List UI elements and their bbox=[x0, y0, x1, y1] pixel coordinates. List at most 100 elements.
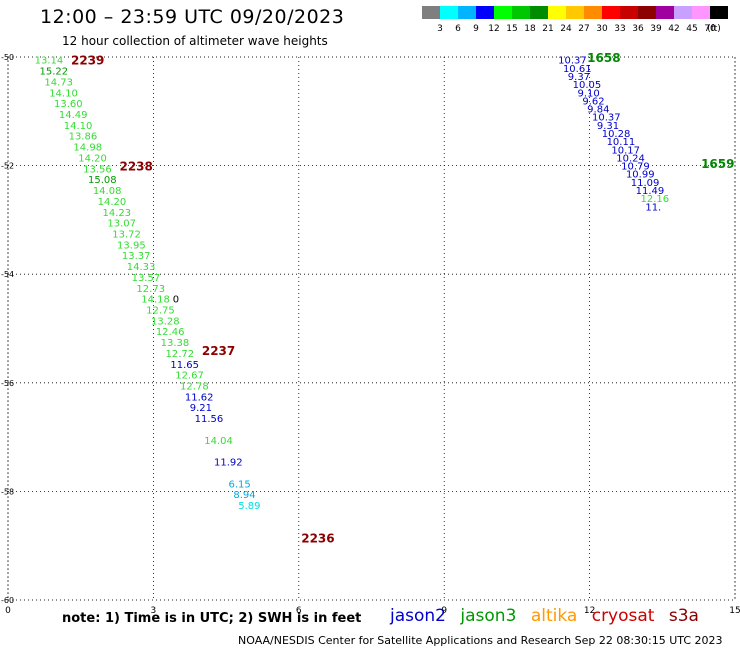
wave-height-value: 13.38 bbox=[161, 338, 190, 349]
wave-height-value: 11.62 bbox=[185, 392, 214, 403]
x-tick-label: 15 bbox=[729, 606, 740, 616]
wave-height-value: 10.79 bbox=[621, 162, 650, 173]
pass-time-label: 2239 bbox=[71, 54, 104, 68]
wave-height-value: 13.60 bbox=[54, 99, 83, 110]
wave-height-value: 11.09 bbox=[631, 178, 660, 189]
colorbar-swatch bbox=[512, 6, 530, 19]
legend-altika: altika bbox=[530, 606, 578, 626]
wave-height-value: 13.14 bbox=[35, 56, 64, 67]
y-tick-label: -56 bbox=[1, 379, 14, 388]
colorbar-swatch bbox=[440, 6, 458, 19]
x-tick-label: 9 bbox=[441, 606, 447, 616]
wave-height-value: 14.49 bbox=[59, 110, 88, 121]
wave-height-value: 15.08 bbox=[88, 175, 117, 186]
satellite-legend: jason2 jason3 altika cryosat s3a bbox=[390, 606, 708, 626]
wave-height-value: 14.18 bbox=[141, 295, 170, 306]
colorbar-swatch bbox=[602, 6, 620, 19]
wave-height-value: 10.05 bbox=[573, 80, 602, 91]
colorbar-unit: (ft) bbox=[707, 24, 721, 34]
wave-height-value: 14.10 bbox=[64, 121, 93, 132]
y-tick-label: -52 bbox=[1, 162, 14, 171]
wave-height-value: 14.33 bbox=[127, 262, 156, 273]
colorbar-swatch bbox=[620, 6, 638, 19]
wave-height-value: 13.37 bbox=[122, 251, 151, 262]
wave-height-value: 12.73 bbox=[136, 284, 165, 295]
colorbar-swatch bbox=[530, 6, 548, 19]
wave-height-value: 15.22 bbox=[40, 67, 69, 78]
wave-height-value: 13.86 bbox=[69, 132, 98, 143]
y-tick-label: -58 bbox=[1, 487, 14, 496]
colorbar-label: 70 bbox=[704, 24, 716, 34]
wave-height-value: 14.23 bbox=[103, 208, 132, 219]
wave-height-value: 13.95 bbox=[117, 240, 146, 251]
pass-time-label: 1658 bbox=[587, 51, 620, 65]
wave-height-value: 14.08 bbox=[93, 186, 122, 197]
colorbar-swatch bbox=[458, 6, 476, 19]
wave-height-value: 13.56 bbox=[83, 164, 112, 175]
colorbar-label: 9 bbox=[473, 24, 479, 34]
wave-height-value: 14.98 bbox=[73, 143, 102, 154]
wave-height-value: 11.65 bbox=[170, 360, 199, 371]
colorbar-label: 18 bbox=[524, 24, 536, 34]
colorbar-swatch bbox=[674, 6, 692, 19]
wave-height-value: 12.75 bbox=[146, 305, 175, 316]
pass-time-label: 1659 bbox=[701, 157, 734, 171]
wave-height-value: 10.37 bbox=[558, 56, 587, 67]
plot-frame bbox=[7, 56, 736, 601]
colorbar-swatch bbox=[710, 6, 728, 19]
wave-height-value: 10.61 bbox=[563, 64, 592, 75]
wave-height-value: 12.16 bbox=[640, 194, 669, 205]
wave-height-value: 6.15 bbox=[229, 479, 251, 490]
colorbar-swatch bbox=[692, 6, 710, 19]
colorbar-swatch bbox=[638, 6, 656, 19]
wave-height-value: 13.07 bbox=[107, 219, 136, 230]
page-subtitle: 12 hour collection of altimeter wave hei… bbox=[62, 34, 328, 48]
wave-height-value: 14.10 bbox=[49, 88, 78, 99]
color-scale-bar: 3 6 9 12 15 18 21 24 27 30 33 36 39 42 45 70(ft) bbox=[422, 6, 728, 34]
wave-height-value: 9.62 bbox=[582, 96, 604, 107]
marker-label: 0 bbox=[173, 295, 179, 306]
colorbar-label: 15 bbox=[506, 24, 517, 34]
wave-height-value: 9.21 bbox=[190, 403, 212, 414]
colorbar-label: 39 bbox=[650, 24, 662, 34]
pass-time-label: 2237 bbox=[202, 344, 235, 358]
wave-height-value: 10.28 bbox=[602, 129, 631, 140]
y-tick-label: -50 bbox=[1, 53, 14, 62]
wave-height-value: 13.57 bbox=[132, 273, 161, 284]
wave-height-value: 14.73 bbox=[44, 77, 73, 88]
wave-height-value: 14.20 bbox=[98, 197, 127, 208]
wave-height-value: 11.49 bbox=[636, 186, 665, 197]
colorbar-swatch bbox=[584, 6, 602, 19]
colorbar-label: 24 bbox=[560, 24, 572, 34]
legend-cryosat: cryosat bbox=[591, 606, 655, 626]
x-tick-label: 3 bbox=[151, 606, 157, 616]
colorbar-label: 45 bbox=[686, 24, 697, 34]
wave-height-value: 13.72 bbox=[112, 229, 141, 240]
colorbar-label: 12 bbox=[488, 24, 499, 34]
colorbar-label: 42 bbox=[668, 24, 679, 34]
wave-height-value: 12.46 bbox=[156, 327, 185, 338]
wave-height-value: 10.17 bbox=[611, 145, 640, 156]
colorbar-swatch bbox=[476, 6, 494, 19]
wave-height-value: 11.56 bbox=[195, 414, 224, 425]
wave-height-value: 12.67 bbox=[175, 371, 204, 382]
colorbar-swatch bbox=[422, 6, 440, 19]
wave-height-value: 14.20 bbox=[78, 153, 107, 164]
legend-jason3: jason3 bbox=[460, 606, 517, 626]
colorbar-swatch bbox=[566, 6, 584, 19]
legend-s3a: s3a bbox=[668, 606, 699, 626]
y-tick-label: -60 bbox=[1, 596, 14, 605]
colorbar-swatch bbox=[656, 6, 674, 19]
wave-height-value: 10.24 bbox=[616, 153, 645, 164]
wave-height-value: 13.28 bbox=[151, 316, 180, 327]
colorbar-swatch bbox=[494, 6, 512, 19]
colorbar-label: 36 bbox=[632, 24, 644, 34]
footer-note: note: 1) Time is in UTC; 2) SWH is in fe… bbox=[62, 611, 362, 626]
x-tick-label: 6 bbox=[296, 606, 302, 616]
colorbar-label: 33 bbox=[614, 24, 625, 34]
wave-height-value: 9.37 bbox=[568, 72, 590, 83]
page-title: 12:00 – 23:59 UTC 09/20/2023 bbox=[40, 6, 345, 28]
pass-time-label: 2238 bbox=[119, 160, 152, 174]
wave-height-value: 9.10 bbox=[577, 88, 599, 99]
